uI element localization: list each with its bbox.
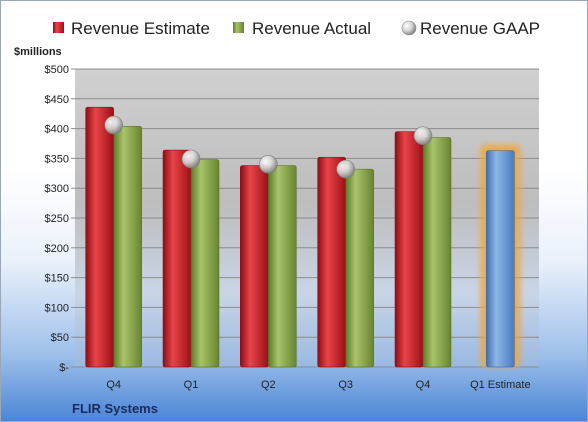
legend-label-revenue-actual: Revenue Actual [252, 19, 371, 38]
x-tick-label: Q1 [184, 379, 199, 391]
bar-revenue-actual [422, 137, 452, 368]
y-tick-label: $200 [45, 243, 69, 255]
y-tick-label: $450 [45, 94, 69, 106]
y-tick-label: $300 [45, 183, 69, 195]
x-tick-label: Q4 [106, 379, 121, 391]
bar-revenue-estimate [317, 156, 346, 368]
legend: Revenue Estimate Revenue Actual Revenue … [53, 19, 540, 38]
grid-lines [75, 68, 539, 368]
bar-revenue-actual [345, 168, 374, 368]
marker-revenue-gaap [259, 155, 278, 174]
y-tick-label: $50 [51, 332, 69, 344]
bars [85, 106, 521, 368]
x-tick-label: Q3 [338, 379, 353, 391]
y-tick-label: $- [59, 362, 69, 374]
y-axis-ticks: $- $50 $100 $150 $200 $250 $300 $350 $400 $450 $50… [45, 64, 75, 374]
marker-revenue-gaap [181, 149, 201, 169]
legend-label-revenue-estimate: Revenue Estimate [71, 19, 210, 38]
bar-revenue-estimate [394, 131, 424, 368]
legend-swatch-revenue-estimate [53, 22, 64, 33]
y-tick-label: $100 [45, 302, 69, 314]
bar-q1-estimate [486, 150, 515, 368]
y-tick-label: $250 [45, 213, 69, 225]
legend-marker-revenue-gaap [401, 20, 417, 36]
bar-revenue-estimate [85, 106, 114, 368]
marker-revenue-gaap [413, 126, 433, 146]
gaap-markers [104, 115, 433, 179]
x-tick-label: Q1 Estimate [470, 379, 531, 391]
company-name: FLIR Systems [72, 401, 158, 416]
x-tick-label: Q4 [416, 379, 431, 391]
y-tick-label: $400 [45, 124, 69, 136]
bar-revenue-actual [190, 159, 220, 368]
bar-revenue-estimate [162, 149, 192, 368]
marker-revenue-gaap [104, 115, 123, 135]
bar-revenue-actual [113, 125, 142, 368]
legend-swatch-revenue-actual [233, 22, 244, 33]
bar-revenue-estimate [240, 165, 269, 368]
x-tick-label: Q2 [261, 379, 276, 391]
y-tick-label: $150 [45, 273, 69, 285]
legend-label-revenue-gaap: Revenue GAAP [420, 19, 540, 38]
marker-revenue-gaap [336, 159, 355, 179]
y-axis-unit-label: $millions [14, 46, 62, 58]
y-tick-label: $350 [45, 153, 69, 165]
bar-revenue-actual [268, 165, 297, 368]
x-axis-ticks: Q4 Q1 Q2 Q3 Q4 Q1 Estimate [106, 379, 530, 391]
y-tick-label: $500 [45, 64, 69, 76]
